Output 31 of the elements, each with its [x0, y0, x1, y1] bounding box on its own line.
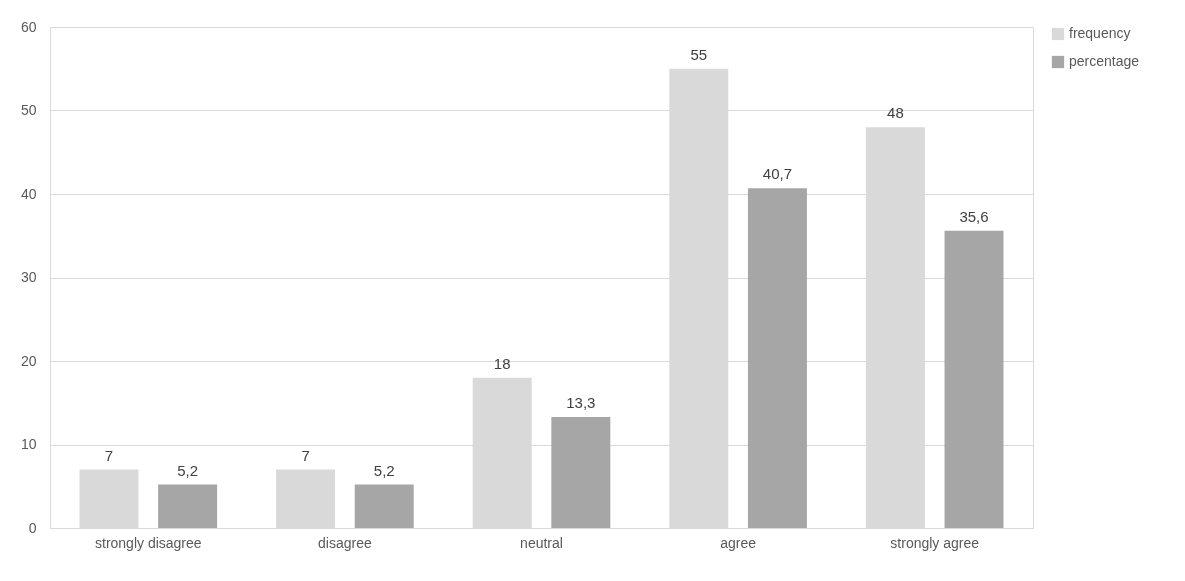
y-tick-label: 30 — [20, 269, 37, 285]
data-label: 5,2 — [373, 461, 395, 479]
y-tick-label: 40 — [20, 185, 37, 202]
data-label: 18 — [493, 354, 511, 372]
bar — [158, 484, 218, 528]
bar — [354, 484, 414, 528]
data-label: 40,7 — [762, 165, 793, 183]
x-tick-label: agree — [720, 534, 757, 551]
y-tick-label: 0 — [28, 519, 37, 536]
data-label: 55 — [690, 45, 708, 63]
bar — [276, 469, 336, 528]
data-label: 13,3 — [566, 393, 596, 411]
x-tick-label: disagree — [318, 534, 372, 551]
data-label: 35,6 — [959, 207, 989, 225]
legend-label: frequency — [1069, 25, 1131, 41]
data-label: 5,2 — [177, 461, 199, 479]
bar — [79, 469, 139, 528]
y-tick-label: 10 — [20, 436, 37, 452]
bar — [944, 230, 1004, 528]
x-tick-label: strongly disagree — [94, 534, 202, 551]
legend-label: percentage — [1069, 53, 1140, 69]
y-tick-label: 50 — [20, 102, 37, 118]
data-label: 7 — [104, 446, 114, 464]
y-tick-label: 60 — [20, 18, 37, 35]
data-label: 7 — [301, 446, 310, 464]
bar — [551, 416, 611, 528]
x-tick-label: neutral — [520, 534, 563, 551]
x-tick-label: strongly agree — [890, 534, 980, 551]
bar — [747, 188, 807, 528]
y-tick-label: 20 — [20, 352, 37, 369]
data-label: 48 — [887, 104, 904, 122]
